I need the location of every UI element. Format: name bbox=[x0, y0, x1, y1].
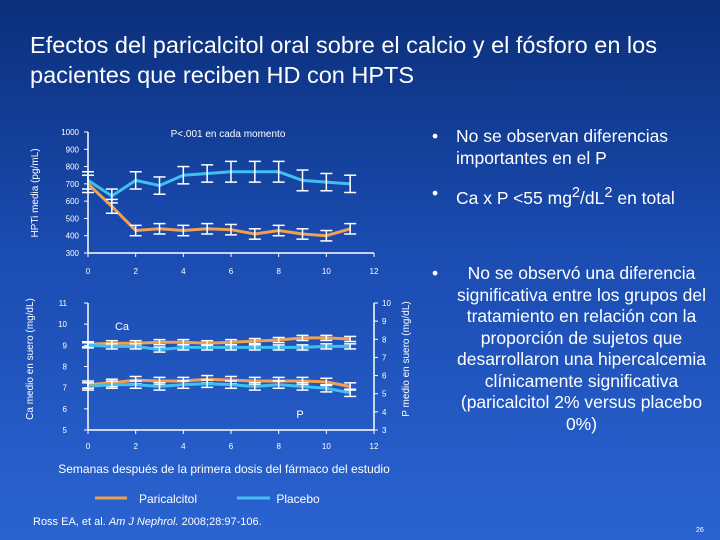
citation: Ross EA, et al. Am J Nephrol. 2008;28:97… bbox=[33, 516, 262, 528]
pth-y-tick-label: 500 bbox=[66, 214, 80, 223]
ca-y-tick-label: 8 bbox=[63, 363, 68, 372]
bullet-dot-icon: • bbox=[432, 263, 439, 283]
pth-annotation: P<.001 en cada momento bbox=[171, 129, 286, 140]
p-y-tick-label: 10 bbox=[382, 299, 391, 308]
p-y-tick-label: 7 bbox=[382, 353, 387, 362]
bullet-dot-icon: • bbox=[432, 183, 439, 203]
ca-y-tick-label: 7 bbox=[63, 384, 68, 393]
slide-title: Efectos del paricalcitol oral sobre el c… bbox=[30, 32, 657, 88]
p-y-tick-label: 9 bbox=[382, 317, 387, 326]
p-y-tick-label: 4 bbox=[382, 408, 387, 417]
ca-x-tick-label: 6 bbox=[229, 442, 234, 451]
ca-x-tick-label: 4 bbox=[181, 442, 186, 451]
page-number: 26 bbox=[696, 527, 704, 534]
p-y-tick-label: 6 bbox=[382, 372, 387, 381]
pth-y-axis-label: HPTi media (pg/mL) bbox=[30, 148, 41, 237]
pth-y-tick-label: 300 bbox=[66, 249, 80, 258]
bullet-item: • No se observó una diferencia significa… bbox=[432, 263, 707, 435]
bullet-text: No se observó una diferencia significati… bbox=[456, 263, 707, 434]
pth-y-tick-label: 800 bbox=[66, 163, 80, 172]
ca-series-label: Ca bbox=[115, 321, 130, 333]
p-y-tick-label: 3 bbox=[382, 426, 387, 435]
pth-x-tick-label: 0 bbox=[86, 267, 91, 276]
legend-paricalcitol-label: Paricalcitol bbox=[139, 492, 197, 506]
ca-x-tick-label: 2 bbox=[133, 442, 138, 451]
ca-x-tick-label: 0 bbox=[86, 442, 91, 451]
p-y-tick-label: 5 bbox=[382, 390, 387, 399]
pth-placebo-line bbox=[87, 170, 351, 198]
ca-y-tick-label: 5 bbox=[63, 426, 68, 435]
pth-x-tick-label: 2 bbox=[133, 267, 138, 276]
legend-placebo-label: Placebo bbox=[276, 492, 320, 506]
p-placebo-line bbox=[87, 382, 351, 395]
bullet-item: • Ca x P <55 mg2/dL2 en total bbox=[432, 183, 707, 209]
ca-y-axis-label: Ca medio en suero (mg/dL) bbox=[25, 298, 36, 420]
bullet-item: • No se observan diferencias importantes… bbox=[432, 126, 707, 169]
shared-x-axis-label: Semanas después de la primera dosis del … bbox=[58, 462, 390, 476]
pth-y-tick-label: 600 bbox=[66, 197, 80, 206]
bullet-dot-icon: • bbox=[432, 126, 439, 146]
bullet-list-top: • No se observan diferencias importantes… bbox=[432, 126, 707, 223]
p-y-tick-label: 8 bbox=[382, 335, 387, 344]
pth-x-tick-label: 10 bbox=[322, 267, 331, 276]
ca-x-tick-label: 10 bbox=[322, 442, 331, 451]
ca-x-tick-label: 8 bbox=[276, 442, 281, 451]
bullet-text: Ca x P <55 mg2/dL2 en total bbox=[456, 185, 675, 208]
bullet-text: No se observan diferencias importantes e… bbox=[456, 126, 669, 168]
pth-y-tick-label: 700 bbox=[66, 180, 80, 189]
ca-paricalcitol-line bbox=[87, 336, 351, 346]
pth-x-tick-label: 6 bbox=[229, 267, 234, 276]
pth-y-tick-label: 900 bbox=[66, 145, 80, 154]
ca-y-tick-label: 6 bbox=[63, 405, 68, 414]
p-y-axis-label: P medio en suero (mg/dL) bbox=[401, 301, 412, 416]
pth-x-tick-label: 8 bbox=[276, 267, 281, 276]
ca-placebo-line bbox=[87, 343, 351, 352]
pth-y-tick-label: 400 bbox=[66, 232, 80, 241]
ca-x-tick-label: 12 bbox=[370, 442, 379, 451]
ca-y-tick-label: 10 bbox=[58, 320, 67, 329]
ca-y-tick-label: 9 bbox=[63, 341, 68, 350]
pth-x-tick-label: 12 bbox=[370, 267, 379, 276]
pth-x-tick-label: 4 bbox=[181, 267, 186, 276]
ca-y-tick-label: 11 bbox=[59, 299, 68, 308]
bullet-list-bottom: • No se observó una diferencia significa… bbox=[432, 263, 707, 449]
pth-y-tick-label: 1000 bbox=[61, 128, 79, 137]
pth-paricalcitol-line bbox=[86, 182, 351, 238]
p-series-label: P bbox=[296, 409, 303, 421]
